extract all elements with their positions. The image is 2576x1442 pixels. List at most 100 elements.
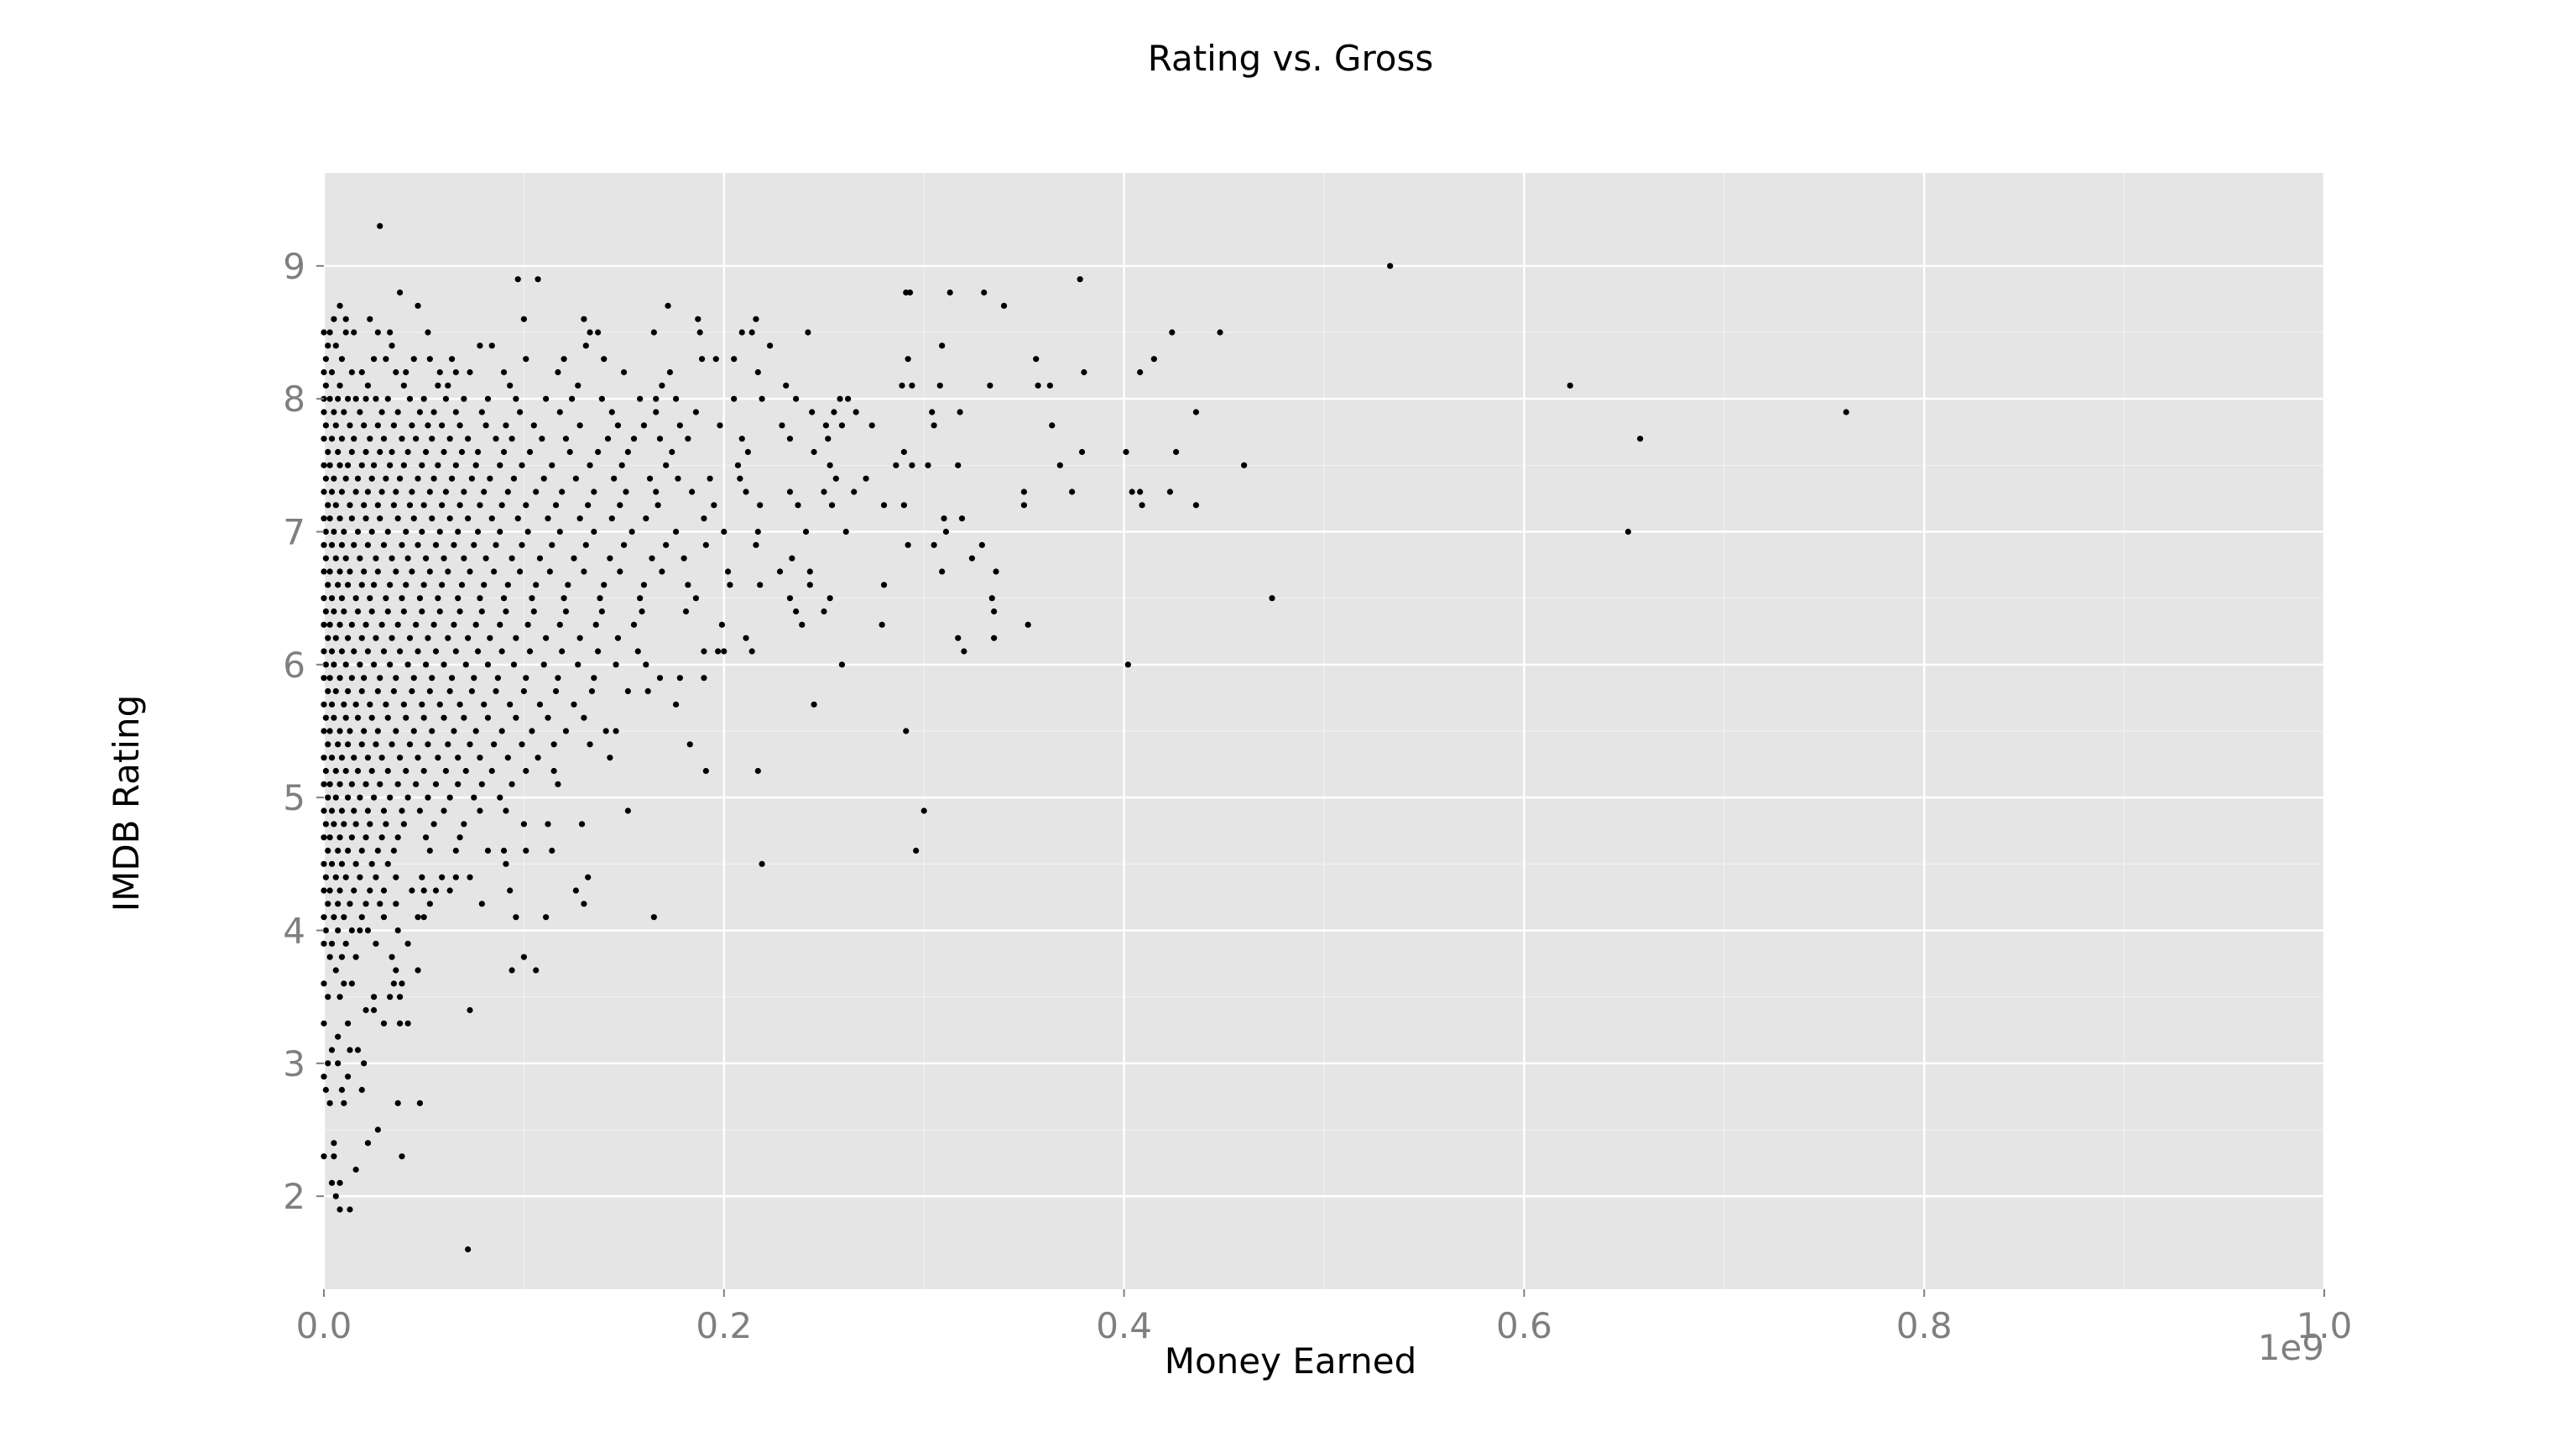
data-point: [415, 475, 421, 482]
data-point: [455, 781, 461, 787]
data-point: [326, 728, 333, 734]
data-point: [332, 874, 339, 880]
data-point: [682, 608, 690, 615]
data-point: [519, 462, 525, 468]
data-point: [336, 887, 343, 894]
data-point: [545, 714, 551, 721]
data-point: [321, 436, 327, 442]
data-point: [608, 409, 615, 415]
data-point: [482, 555, 489, 562]
data-point: [321, 1020, 327, 1027]
data-point: [472, 462, 479, 468]
data-point: [426, 568, 433, 575]
data-point: [738, 329, 745, 336]
data-point: [322, 422, 329, 429]
data-point: [484, 847, 492, 854]
data-point: [550, 741, 557, 748]
data-point: [524, 528, 531, 536]
data-point: [338, 595, 346, 602]
data-point: [650, 329, 657, 336]
data-point: [347, 568, 353, 575]
data-point: [809, 409, 816, 415]
data-point: [493, 687, 499, 695]
data-point: [425, 422, 431, 429]
data-point: [608, 515, 615, 522]
data-point: [345, 582, 352, 588]
data-point: [520, 953, 528, 960]
data-point: [338, 489, 346, 495]
data-point: [415, 302, 421, 309]
data-point: [900, 502, 907, 509]
data-point: [352, 489, 359, 495]
data-point: [325, 687, 331, 695]
data-point: [331, 1140, 337, 1147]
data-point: [422, 555, 430, 562]
data-point: [338, 648, 346, 655]
data-point: [669, 448, 675, 456]
data-point: [637, 395, 644, 402]
data-point: [342, 316, 349, 322]
data-point: [524, 621, 531, 628]
data-point: [342, 767, 349, 775]
data-point: [380, 887, 388, 894]
data-point: [731, 395, 738, 402]
data-point: [367, 316, 373, 322]
data-point: [328, 595, 336, 602]
data-point: [893, 462, 900, 468]
data-point: [939, 568, 946, 575]
data-point: [325, 1060, 331, 1067]
data-point: [604, 436, 612, 442]
data-point: [607, 755, 613, 761]
data-point: [336, 568, 343, 575]
data-point: [325, 994, 331, 1001]
data-point: [1137, 368, 1144, 376]
data-point: [451, 621, 457, 628]
data-point: [477, 502, 483, 509]
data-point: [806, 582, 813, 588]
data-point: [394, 781, 401, 787]
data-point: [420, 395, 427, 402]
data-point: [549, 847, 555, 854]
data-point: [484, 714, 492, 721]
data-point: [477, 755, 483, 761]
data-point: [345, 741, 352, 748]
data-point: [1000, 302, 1008, 309]
data-point: [561, 356, 567, 363]
x-tick-labels: 0.0 0.2 0.4 0.6 0.8 1.0: [296, 1289, 2352, 1346]
data-point: [498, 648, 505, 655]
data-point: [322, 475, 329, 482]
data-point: [409, 687, 415, 695]
data-point: [1139, 502, 1145, 509]
data-point: [373, 395, 379, 402]
data-point: [1124, 661, 1131, 668]
x-axis-label: Money Earned: [1165, 1340, 1417, 1382]
data-point: [361, 675, 368, 682]
data-point: [415, 755, 421, 761]
data-point: [519, 541, 525, 548]
data-point: [461, 714, 467, 721]
data-point: [621, 368, 628, 376]
data-point: [650, 914, 657, 921]
data-point: [328, 1047, 336, 1053]
data-point: [597, 595, 603, 602]
data-point: [352, 701, 359, 708]
data-point: [347, 901, 353, 907]
x-tick-label: 0.6: [1496, 1305, 1552, 1346]
data-point: [845, 395, 852, 402]
data-point: [1035, 382, 1041, 389]
data-point: [388, 635, 395, 641]
data-point: [362, 834, 369, 841]
data-point: [358, 368, 365, 376]
data-point: [364, 927, 372, 934]
data-point: [613, 661, 619, 668]
data-point: [358, 914, 365, 921]
data-point: [925, 462, 931, 468]
data-point: [341, 821, 347, 828]
data-point: [321, 1153, 327, 1160]
data-point: [354, 608, 362, 615]
data-point: [348, 368, 355, 376]
data-point: [484, 661, 492, 668]
data-point: [724, 568, 732, 575]
data-point: [368, 767, 375, 775]
data-point: [331, 714, 337, 721]
